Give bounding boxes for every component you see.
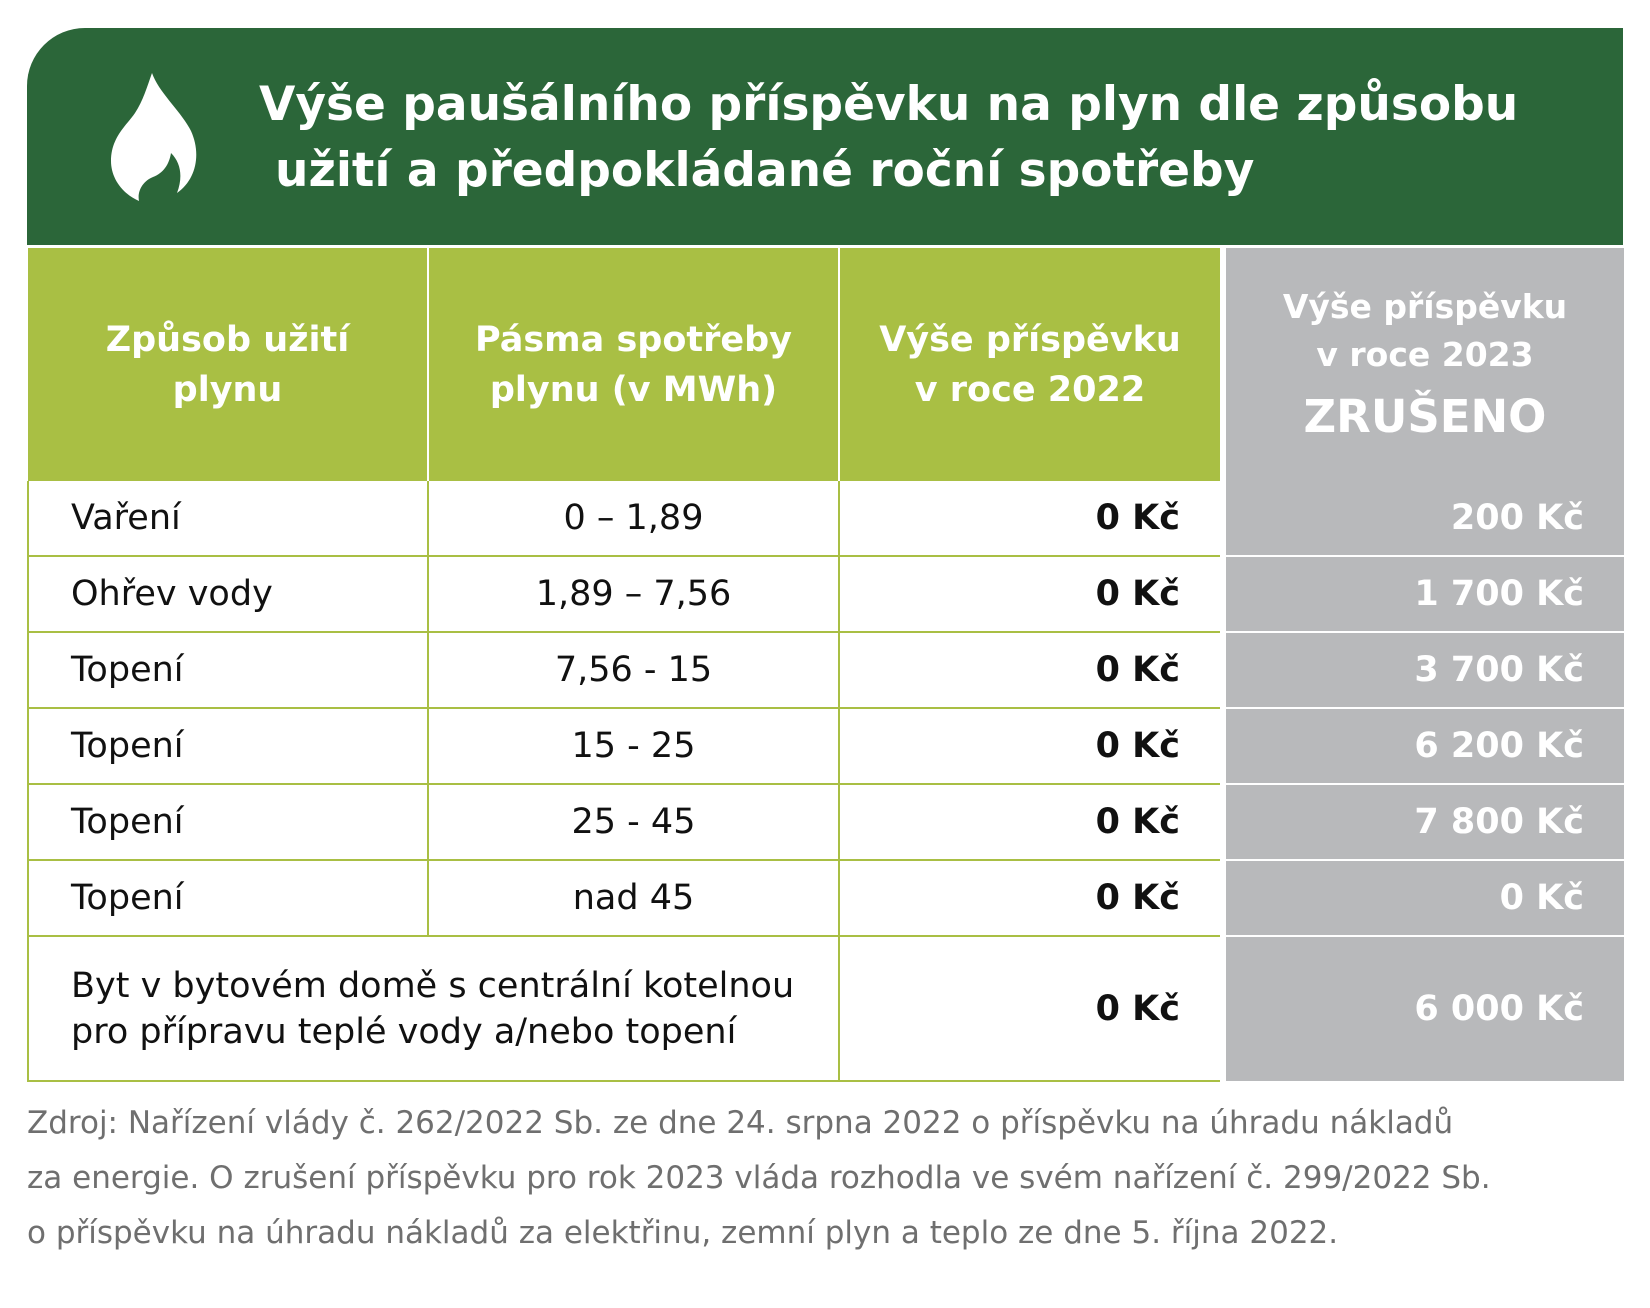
cancelled-label: ZRUŠENO xyxy=(1303,389,1547,443)
band-cell: 1,89 – 7,56 xyxy=(428,556,840,633)
value-2023-cell: 200 Kč xyxy=(1220,481,1624,557)
table-row: Topení 15 - 25 0 Kč 6 200 Kč xyxy=(27,708,1624,785)
value-2023-cell: 1 700 Kč xyxy=(1220,556,1624,633)
title-line-2: užití a předpokládané roční spotřeby xyxy=(275,143,1255,198)
table-row: Ohřev vody 1,89 – 7,56 0 Kč 1 700 Kč xyxy=(27,556,1624,633)
usage-cell: Ohřev vody xyxy=(27,556,429,633)
usage-cell: Vaření xyxy=(27,481,429,557)
contribution-table: Způsob užití plynu Pásma spotřeby plynu … xyxy=(27,248,1624,1082)
source-note: Zdroj: Nařízení vlády č. 262/2022 Sb. ze… xyxy=(27,1096,1587,1261)
usage-cell: Topení xyxy=(27,860,429,937)
value-2022-cell: 0 Kč xyxy=(839,481,1223,557)
page-title: Výše paušálního příspěvku na plyn dle zp… xyxy=(259,72,1599,204)
value-2022-cell: 0 Kč xyxy=(839,860,1223,937)
band-cell: 7,56 - 15 xyxy=(428,632,840,709)
value-2022-cell: 0 Kč xyxy=(839,708,1223,785)
header-2022: Výše příspěvku v roce 2022 xyxy=(839,248,1223,481)
source-line: za energie. O zrušení příspěvku pro rok … xyxy=(27,1160,1491,1196)
band-cell: nad 45 xyxy=(428,860,840,937)
header-banner: Výše paušálního příspěvku na plyn dle zp… xyxy=(27,28,1623,245)
table-row: Vaření 0 – 1,89 0 Kč 200 Kč xyxy=(27,481,1624,557)
source-line: o příspěvku na úhradu nákladů za elektři… xyxy=(27,1215,1339,1251)
value-2022-cell: 0 Kč xyxy=(839,556,1223,633)
header-bands: Pásma spotřeby plynu (v MWh) xyxy=(428,248,840,481)
band-cell: 25 - 45 xyxy=(428,784,840,861)
value-2023-cell: 7 800 Kč xyxy=(1220,784,1624,861)
table-row: Topení 25 - 45 0 Kč 7 800 Kč xyxy=(27,784,1624,861)
value-2022-cell: 0 Kč xyxy=(839,632,1223,709)
table-row: Topení nad 45 0 Kč 0 Kč xyxy=(27,860,1624,937)
usage-cell: Topení xyxy=(27,632,429,709)
table-header-row: Způsob užití plynu Pásma spotřeby plynu … xyxy=(28,248,1624,481)
band-cell: 15 - 25 xyxy=(428,708,840,785)
header-usage: Způsob užití plynu xyxy=(28,248,429,481)
flame-icon xyxy=(111,73,197,201)
source-line: Zdroj: Nařízení vlády č. 262/2022 Sb. ze… xyxy=(27,1105,1454,1141)
usage-cell: Topení xyxy=(27,708,429,785)
usage-cell-central-boiler: Byt v bytovém domě s centrální kotelnou … xyxy=(27,936,840,1082)
value-2023-cell: 6 000 Kč xyxy=(1220,936,1624,1081)
header-2023: Výše příspěvku v roce 2023 ZRUŠENO xyxy=(1220,248,1624,481)
value-2023-cell: 6 200 Kč xyxy=(1220,708,1624,785)
title-line-1: Výše paušálního příspěvku na plyn dle zp… xyxy=(259,77,1519,132)
value-2022-cell: 0 Kč xyxy=(838,936,1223,1082)
value-2023-cell: 0 Kč xyxy=(1220,860,1624,937)
usage-cell: Topení xyxy=(27,784,429,861)
value-2023-cell: 3 700 Kč xyxy=(1220,632,1624,709)
table-row: Topení 7,56 - 15 0 Kč 3 700 Kč xyxy=(27,632,1624,709)
table-row-central-boiler: Byt v bytovém domě s centrální kotelnou … xyxy=(27,936,1624,1082)
band-cell: 0 – 1,89 xyxy=(428,481,840,557)
value-2022-cell: 0 Kč xyxy=(839,784,1223,861)
